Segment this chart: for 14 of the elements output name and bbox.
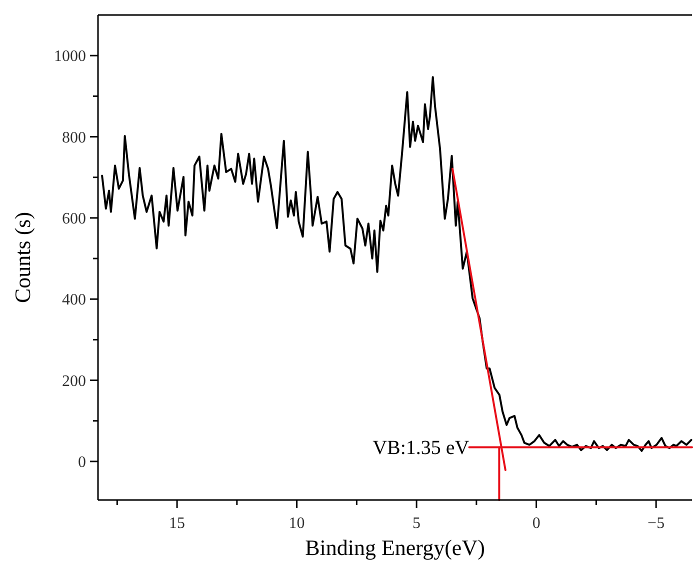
- x-tick-label: 5: [412, 515, 421, 532]
- x-axis-title: Binding Energy(eV): [305, 535, 485, 560]
- y-tick-label: 600: [62, 210, 86, 228]
- y-tick-label: 200: [62, 372, 86, 390]
- x-tick-label: 10: [288, 515, 305, 532]
- y-axis-title: Counts (s): [10, 212, 35, 304]
- y-tick-label: 400: [62, 292, 86, 309]
- y-tick-label: 0: [78, 454, 86, 472]
- x-tick-label: 15: [169, 515, 186, 532]
- x-tick-label: 0: [532, 515, 540, 532]
- y-tick-label: 1000: [54, 48, 86, 66]
- y-tick-label: 800: [62, 129, 86, 146]
- annotation: VB:1.35 eV: [372, 437, 470, 460]
- x-tick-label: −5: [648, 515, 665, 532]
